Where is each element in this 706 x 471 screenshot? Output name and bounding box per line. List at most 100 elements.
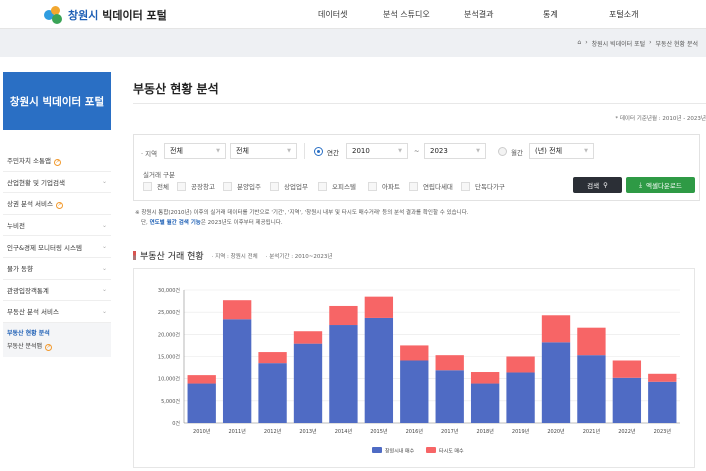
chevron-down-icon: ⌄ bbox=[101, 178, 107, 186]
chevron-down-icon: ▼ bbox=[287, 148, 291, 154]
sidebar-item-nubijeon[interactable]: 누비전 ⌄ bbox=[3, 215, 111, 237]
y-tick-label: 25,000건 bbox=[158, 309, 180, 316]
year-to-select[interactable]: 2023 ▼ bbox=[424, 143, 486, 159]
legend-label: 타시도 매수 bbox=[439, 448, 464, 455]
chevron-down-icon: ⌄ bbox=[101, 243, 107, 251]
bar-changwon bbox=[648, 381, 677, 423]
sidebar-item-tourism[interactable]: 관광입장객통계 ⌄ bbox=[3, 280, 111, 302]
top-header: 창원시 빅데이터 포털 데이터셋 분석 스튜디오 분석결과 통계 포털소개 bbox=[0, 0, 706, 29]
type-checkbox-officetel[interactable]: 오피스텔 bbox=[318, 181, 356, 191]
chevron-down-icon: ▼ bbox=[398, 148, 402, 154]
search-icon: ⚲ bbox=[603, 181, 608, 189]
section-header: 부동산 거래 현황 · 지역 : 창원시 전체 · 분석기간 : 2010~20… bbox=[133, 249, 332, 262]
annual-label: 연간 bbox=[327, 149, 339, 157]
range-tilde: ~ bbox=[414, 147, 420, 155]
type-checkbox-factory[interactable]: 공장창고 bbox=[177, 181, 215, 191]
divider bbox=[133, 103, 706, 104]
type-checkbox-presale[interactable]: 분양입주 bbox=[223, 181, 261, 191]
chevron-down-icon: ⌄ bbox=[101, 221, 107, 229]
annual-radio[interactable] bbox=[314, 147, 323, 156]
region-select-2[interactable]: 전체 ▼ bbox=[230, 143, 297, 159]
x-tick-label: 2013년 bbox=[299, 428, 317, 435]
sidebar-sub-status[interactable]: 부동산 현황 분석 bbox=[7, 329, 50, 337]
type-checkbox-rowhouse[interactable]: 연립다세대 bbox=[409, 181, 453, 191]
nav-stats[interactable]: 통계 bbox=[543, 10, 558, 19]
external-link-icon: ↗ bbox=[56, 201, 63, 209]
x-tick-label: 2019년 bbox=[512, 428, 530, 435]
info-note: ※ 창원시 통합(2010년) 이후의 실거래 데이터를 기반으로 '기간', … bbox=[135, 210, 469, 216]
type-checkbox-all[interactable]: 전체 bbox=[143, 181, 169, 191]
breadcrumb-current: 부동산 현황 분석 bbox=[655, 41, 698, 48]
type-label: 실거래 구분 bbox=[143, 171, 175, 179]
bar-other-province bbox=[435, 355, 464, 371]
section-marker-icon bbox=[133, 251, 136, 260]
section-region: · 지역 : 창원시 전체 bbox=[211, 253, 258, 260]
type-checkbox-commercial[interactable]: 상업업무 bbox=[270, 181, 308, 191]
sidebar-item-prices[interactable]: 물가 동향 ⌄ bbox=[3, 258, 111, 280]
bar-changwon bbox=[258, 363, 287, 423]
bar-other-province bbox=[222, 300, 252, 320]
sidebar-item-realestate[interactable]: 부동산 분석 서비스 ⌄ bbox=[3, 301, 111, 323]
bar-changwon bbox=[470, 383, 500, 423]
x-tick-label: 2016년 bbox=[406, 428, 424, 435]
x-tick-label: 2022년 bbox=[618, 428, 636, 435]
sidebar-item-monitoring[interactable]: 인구&경제 모니터링 시스템 ⌄ bbox=[3, 236, 111, 258]
monthly-radio[interactable] bbox=[498, 147, 507, 156]
month-select[interactable]: (년) 전체 ▼ bbox=[529, 143, 594, 159]
download-icon: ⤓ bbox=[639, 180, 642, 189]
bar-changwon bbox=[435, 370, 464, 423]
bar-changwon bbox=[541, 342, 571, 423]
bar-other-province bbox=[400, 345, 429, 361]
region-label: · 지역 bbox=[141, 150, 158, 158]
legend-swatch bbox=[426, 447, 436, 453]
bar-other-province bbox=[577, 327, 606, 356]
x-tick-label: 2018년 bbox=[476, 428, 494, 435]
bar-changwon bbox=[612, 377, 642, 423]
sidebar-submenu: 부동산 현황 분석 부동산 분석맵 ↗ bbox=[3, 322, 111, 357]
bar-changwon bbox=[222, 319, 252, 423]
y-tick-label: 5,000건 bbox=[161, 398, 180, 405]
separator bbox=[304, 143, 305, 159]
bar-other-province bbox=[364, 296, 394, 318]
nav-dataset[interactable]: 데이터셋 bbox=[318, 10, 348, 19]
chevron-down-icon: ▼ bbox=[216, 148, 220, 154]
bar-changwon bbox=[577, 355, 606, 423]
type-checkbox-detached[interactable]: 단독다가구 bbox=[461, 181, 505, 191]
logo-rest: 빅데이터 포털 bbox=[98, 9, 167, 22]
breadcrumb: ⌂ › 창원시 빅데이터 포털 › 부동산 현황 분석 bbox=[0, 29, 706, 57]
bar-other-province bbox=[541, 315, 571, 343]
y-tick-label: 20,000건 bbox=[158, 331, 180, 338]
x-tick-label: 2014년 bbox=[335, 428, 353, 435]
x-tick-label: 2011년 bbox=[228, 428, 246, 435]
x-tick-label: 2021년 bbox=[583, 428, 601, 435]
nav-results[interactable]: 분석결과 bbox=[464, 10, 494, 19]
x-tick-label: 2012년 bbox=[264, 428, 282, 435]
bar-other-province bbox=[648, 373, 677, 382]
x-tick-label: 2010년 bbox=[193, 428, 211, 435]
bar-changwon bbox=[506, 372, 535, 423]
y-tick-label: 30,000건 bbox=[158, 287, 180, 294]
year-from-select[interactable]: 2010 ▼ bbox=[346, 143, 408, 159]
bar-changwon bbox=[187, 383, 216, 423]
region-select-1[interactable]: 전체 ▼ bbox=[164, 143, 226, 159]
type-checkbox-apartment[interactable]: 아파트 bbox=[368, 181, 400, 191]
legend-label: 창원시내 매수 bbox=[385, 448, 415, 455]
sidebar-item-resident-app[interactable]: 주민자치 소통앱 ↗ bbox=[3, 150, 111, 172]
nav-about[interactable]: 포털소개 bbox=[609, 10, 639, 19]
sidebar-item-industry[interactable]: 산업현황 및 기업검색 ⌄ bbox=[3, 172, 111, 194]
excel-download-button[interactable]: ⤓ 엑셀다운로드 bbox=[626, 177, 695, 193]
info-note-2: 단, 연도별 월간 검색 기능은 2023년도 이후부터 제공됩니다. bbox=[141, 220, 283, 226]
search-button[interactable]: 검색 ⚲ bbox=[573, 177, 622, 193]
y-tick-label: 10,000건 bbox=[158, 376, 180, 383]
bar-other-province bbox=[329, 305, 358, 326]
x-tick-label: 2020년 bbox=[547, 428, 565, 435]
nav-studio[interactable]: 분석 스튜디오 bbox=[383, 10, 430, 19]
bar-changwon bbox=[329, 325, 358, 423]
logo-icon bbox=[44, 6, 64, 24]
x-tick-label: 2015년 bbox=[370, 428, 388, 435]
home-icon[interactable]: ⌂ bbox=[577, 39, 582, 46]
portal-logo[interactable]: 창원시 빅데이터 포털 bbox=[44, 6, 167, 24]
sidebar-sub-map[interactable]: 부동산 분석맵 ↗ bbox=[7, 342, 53, 351]
breadcrumb-portal[interactable]: 창원시 빅데이터 포털 bbox=[591, 41, 646, 48]
sidebar-item-commercial[interactable]: 상권 분석 서비스 ↗ bbox=[3, 193, 111, 215]
